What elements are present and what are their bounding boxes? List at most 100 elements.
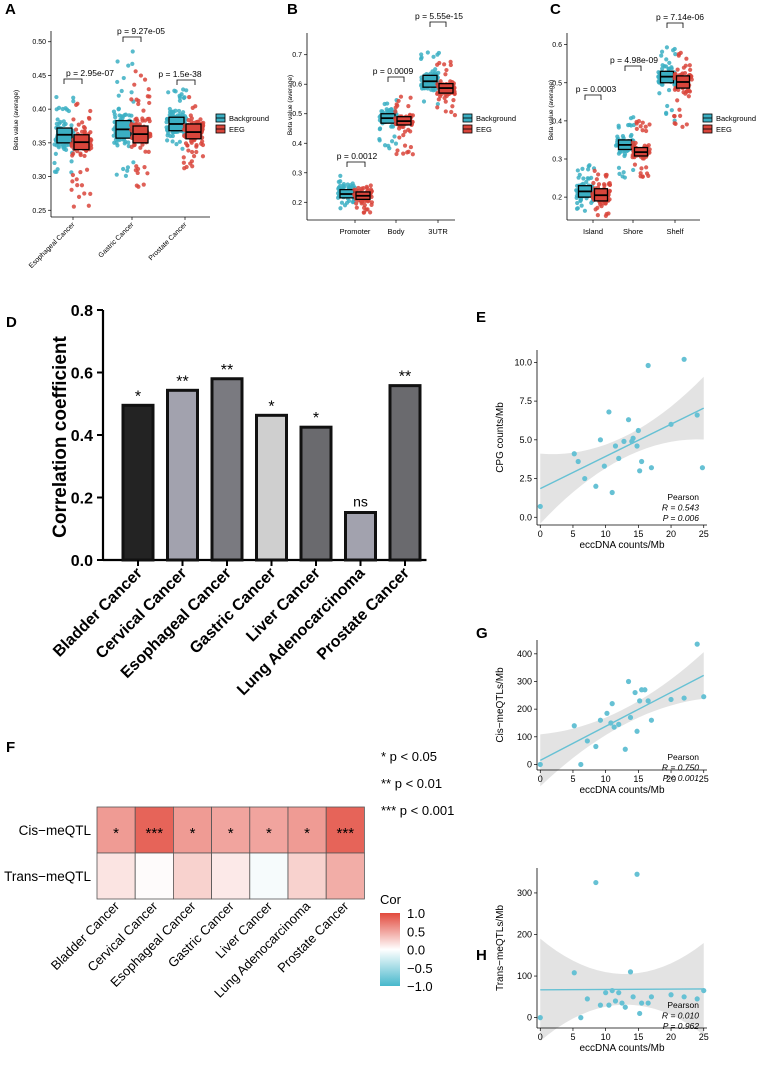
jitter-point — [177, 93, 182, 98]
jitter-point — [361, 210, 366, 215]
jitter-point — [143, 149, 148, 154]
x-tick-label: 0 — [538, 1032, 543, 1042]
jitter-point — [684, 56, 689, 61]
scatter-point — [668, 696, 674, 703]
jitter-point — [71, 95, 76, 100]
jitter-point — [127, 113, 132, 118]
y-tick-label: 0.4 — [71, 428, 93, 445]
jitter-point — [634, 121, 639, 126]
jitter-point — [336, 191, 341, 196]
jitter-point — [70, 179, 75, 184]
panel-label-a: A — [5, 1, 16, 18]
jitter-point — [678, 50, 683, 55]
jitter-point — [181, 87, 186, 92]
heatmap-cell — [211, 852, 251, 900]
jitter-point — [354, 201, 359, 206]
regression-line — [539, 674, 705, 761]
jitter-point — [190, 149, 195, 155]
jitter-point — [70, 172, 76, 178]
p-value-bracket — [624, 65, 642, 71]
jitter-point — [181, 155, 186, 160]
jitter-point — [660, 63, 665, 68]
x-axis-label: eccDNA counts/Mb — [579, 785, 664, 796]
confidence-band — [540, 652, 704, 787]
y-axis-label: Beta value (average) — [287, 75, 294, 135]
jitter-point — [54, 121, 59, 126]
panel-label-d: D — [6, 314, 17, 331]
legend-label-eeg: EEG — [716, 125, 732, 134]
significance-key-item: *** p < 0.001 — [381, 803, 454, 818]
jitter-point — [406, 104, 411, 109]
jitter-point — [675, 67, 680, 72]
jitter-point — [450, 104, 455, 109]
scatter-point — [699, 465, 706, 471]
jitter-point — [71, 117, 76, 122]
significance-label: * — [135, 388, 141, 405]
x-tick-label: Body — [387, 227, 404, 236]
jitter-point — [448, 59, 453, 65]
jitter-point — [140, 142, 145, 147]
scatter-point — [694, 996, 700, 1002]
jitter-point — [677, 107, 682, 112]
panel-label-c: C — [550, 1, 561, 18]
y-tick-label: 0.35 — [32, 140, 46, 147]
y-tick-label: 0.0 — [519, 512, 532, 522]
heatmap-annotation: * — [304, 825, 310, 842]
jitter-point — [71, 151, 76, 156]
significance-key-item: ** p < 0.01 — [381, 776, 442, 791]
jitter-point — [646, 143, 651, 148]
jitter-point — [405, 150, 410, 155]
legend-label-eeg: EEG — [229, 125, 245, 134]
jitter-point — [174, 142, 179, 147]
jitter-point — [189, 140, 194, 145]
heatmap-cell — [134, 852, 174, 900]
heatmap-column-label: Gastric Cancer — [165, 898, 237, 970]
boxplot-panel-c: C 0.2 0.3 0.4 0.5 0.6 Beta value (average) Isla… — [548, 1, 756, 236]
jitter-point — [386, 143, 391, 148]
bar-bladder-cancer — [121, 403, 155, 562]
jitter-point — [669, 108, 674, 113]
jitter-point — [186, 118, 191, 123]
jitter-point — [126, 140, 131, 145]
jitter-point — [129, 90, 134, 95]
jitter-point — [638, 124, 643, 129]
panel-label-f: F — [6, 739, 15, 756]
jitter-point — [74, 177, 79, 182]
jitter-point — [122, 141, 127, 146]
jitter-point — [640, 174, 645, 179]
jitter-point — [634, 126, 639, 131]
jitter-point — [395, 148, 400, 153]
legend-label-eeg: EEG — [476, 125, 492, 134]
scatter-point — [639, 458, 645, 465]
jitter-point — [401, 133, 406, 138]
jitter-point — [365, 207, 370, 212]
scatter-point — [619, 1000, 625, 1006]
jitter-point — [419, 55, 424, 60]
heatmap-cell — [249, 852, 289, 900]
jitter-point — [643, 124, 648, 129]
y-axis-label: Beta value (average) — [13, 90, 20, 150]
jitter-point — [672, 114, 677, 119]
scatter-point — [616, 721, 622, 727]
y-tick-label: 7.5 — [519, 396, 532, 406]
jitter-point — [666, 87, 672, 93]
scatter-point — [630, 994, 636, 1000]
p-value-bracket — [387, 76, 405, 82]
jitter-point — [682, 71, 688, 76]
jitter-point — [436, 50, 442, 56]
jitter-point — [394, 151, 399, 157]
x-axis-label: eccDNA counts/Mb — [579, 540, 664, 551]
jitter-point — [630, 155, 635, 160]
jitter-point — [82, 130, 87, 135]
heatmap-cell — [172, 852, 212, 900]
y-tick-label: 0.2 — [552, 195, 562, 202]
y-tick-label: 200 — [517, 929, 532, 939]
x-tick-label: 20 — [666, 529, 676, 539]
bar-gastric-cancer — [255, 413, 288, 562]
jitter-point — [596, 172, 601, 177]
jitter-point — [377, 136, 382, 142]
y-tick-label: 0.6 — [71, 366, 93, 383]
jitter-point — [364, 184, 369, 189]
scatter-point — [639, 1000, 645, 1006]
jitter-point — [136, 101, 141, 107]
